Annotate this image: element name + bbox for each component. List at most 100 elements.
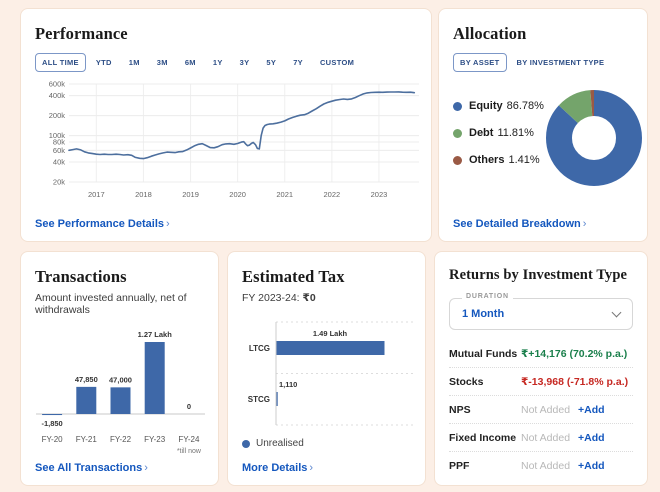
- tax-amount: ₹0: [302, 292, 316, 304]
- more-details-link[interactable]: More Details ›: [242, 462, 314, 474]
- tax-legend-label: Unrealised: [256, 438, 304, 449]
- allocation-title: Allocation: [453, 24, 527, 43]
- returns-row-label: PPF: [449, 459, 470, 472]
- svg-text:1,110: 1,110: [279, 380, 297, 389]
- tab-by-investment-type[interactable]: BY INVESTMENT TYPE: [510, 53, 612, 72]
- svg-text:*till now: *till now: [177, 448, 202, 455]
- transactions-bar-chart: -1,850 FY-20 47,850 FY-21 47,000 FY-22 1.27 La…: [36, 330, 205, 455]
- chevron-right-icon: ›: [309, 462, 314, 474]
- svg-text:20k: 20k: [53, 178, 65, 187]
- performance-title: Performance: [35, 24, 128, 43]
- transactions-subtitle: Amount invested annually, net of withdra…: [35, 292, 187, 316]
- legend-dot-icon: [453, 128, 462, 138]
- svg-text:2019: 2019: [182, 190, 199, 199]
- filter-3m[interactable]: 3M: [150, 53, 175, 72]
- svg-text:2017: 2017: [88, 190, 105, 199]
- svg-text:STCG: STCG: [248, 395, 270, 404]
- performance-line-chart: 2017 2018 2019 2020 2021 2022 2023 600k 400k 200k…: [49, 80, 419, 199]
- returns-row-stocks: Stocks ₹-13,968 (-71.8% p.a.): [449, 368, 633, 396]
- svg-text:47,850: 47,850: [75, 375, 98, 384]
- svg-text:FY-23: FY-23: [144, 435, 166, 444]
- allocation-legend-item-debt: Debt 11.81%: [453, 127, 544, 139]
- duration-dropdown-label: DURATION: [462, 293, 513, 300]
- tab-by-asset[interactable]: BY ASSET: [453, 53, 507, 72]
- svg-text:1.49 Lakh: 1.49 Lakh: [313, 329, 348, 338]
- performance-card: Performance ALL TIME YTD 1M 3M 6M 1Y 3Y 5Y 7Y CUS…: [20, 8, 432, 242]
- filter-all-time[interactable]: ALL TIME: [35, 53, 86, 72]
- legend-value: 1.41%: [508, 154, 540, 166]
- returns-row-fixed-income: Fixed Income Not Added +Add: [449, 424, 633, 452]
- chevron-right-icon: ›: [582, 218, 587, 230]
- transactions-title: Transactions: [35, 267, 127, 286]
- add-fixed-income-button[interactable]: +Add: [578, 431, 605, 444]
- returns-row-value: Not Added: [521, 431, 571, 444]
- svg-text:100k: 100k: [49, 131, 66, 140]
- filter-1m[interactable]: 1M: [122, 53, 147, 72]
- returns-row-label: Stocks: [449, 375, 484, 388]
- legend-dot-icon: [453, 155, 462, 165]
- returns-title: Returns by Investment Type: [449, 267, 628, 283]
- svg-text:LTCG: LTCG: [249, 344, 270, 353]
- returns-row-ppf: PPF Not Added +Add: [449, 452, 633, 479]
- returns-row-nps: NPS Not Added +Add: [449, 396, 633, 424]
- svg-text:FY-22: FY-22: [110, 435, 132, 444]
- chevron-right-icon: ›: [166, 218, 170, 230]
- returns-card: Returns by Investment Type DURATION 1 Mo…: [434, 251, 648, 486]
- estimated-tax-card: Estimated Tax FY 2023-24: ₹0 1.49 Lakh LT…: [227, 251, 426, 486]
- svg-text:0: 0: [187, 402, 191, 411]
- filter-5y[interactable]: 5Y: [259, 53, 283, 72]
- see-detailed-breakdown-link[interactable]: See Detailed Breakdown ›: [453, 218, 587, 230]
- chevron-right-icon: ›: [144, 462, 148, 474]
- performance-time-filters: ALL TIME YTD 1M 3M 6M 1Y 3Y 5Y 7Y CUSTOM: [35, 53, 417, 72]
- svg-text:40k: 40k: [53, 158, 65, 167]
- filter-1y[interactable]: 1Y: [206, 53, 230, 72]
- see-all-transactions-link[interactable]: See All Transactions ›: [35, 462, 148, 474]
- filter-6m[interactable]: 6M: [178, 53, 203, 72]
- legend-label: Debt: [469, 127, 494, 139]
- see-performance-details-link[interactable]: See Performance Details ›: [35, 218, 170, 230]
- legend-value: 11.81%: [497, 127, 534, 139]
- estimated-tax-subtitle: FY 2023-24: ₹0: [242, 292, 316, 304]
- allocation-body: Equity 86.78% Debt 11.81% Others 1.41%: [453, 88, 642, 188]
- returns-row-label: Mutual Funds: [449, 347, 518, 360]
- filter-7y[interactable]: 7Y: [286, 53, 310, 72]
- legend-label: Equity: [469, 100, 503, 112]
- add-nps-button[interactable]: +Add: [578, 403, 605, 416]
- legend-dot-icon: [453, 101, 462, 111]
- allocation-legend-item-others: Others 1.41%: [453, 154, 544, 166]
- returns-row-value: ₹-13,968 (-71.8% p.a.): [521, 375, 629, 388]
- allocation-card: Allocation BY ASSET BY INVESTMENT TYPE Eq…: [438, 8, 648, 242]
- svg-text:60k: 60k: [53, 146, 65, 155]
- svg-text:2021: 2021: [276, 190, 293, 199]
- legend-dot-icon: [242, 439, 250, 448]
- legend-value: 86.78%: [506, 100, 544, 112]
- add-ppf-button[interactable]: +Add: [578, 459, 605, 472]
- svg-text:47,000: 47,000: [109, 375, 132, 384]
- allocation-donut-chart: [545, 90, 642, 186]
- svg-text:600k: 600k: [49, 80, 66, 89]
- tax-bar-chart: 1.49 Lakh LTCG 1,110 STCG: [248, 321, 413, 426]
- svg-text:200k: 200k: [49, 111, 66, 120]
- filter-ytd[interactable]: YTD: [89, 53, 119, 72]
- returns-row-value: Not Added: [521, 403, 571, 416]
- svg-text:FY-24: FY-24: [178, 435, 200, 444]
- svg-text:FY-21: FY-21: [76, 435, 98, 444]
- allocation-tabs: BY ASSET BY INVESTMENT TYPE: [453, 53, 633, 72]
- estimated-tax-title: Estimated Tax: [242, 267, 345, 286]
- svg-text:2018: 2018: [135, 190, 152, 199]
- svg-text:400k: 400k: [49, 91, 66, 100]
- returns-row-value: Not Added: [521, 459, 571, 472]
- svg-text:-1,850: -1,850: [41, 419, 62, 428]
- filter-custom[interactable]: CUSTOM: [313, 53, 361, 72]
- returns-row-mutual-funds: Mutual Funds ₹+14,176 (70.2% p.a.): [449, 340, 633, 368]
- svg-text:2023: 2023: [371, 190, 388, 199]
- svg-text:2022: 2022: [324, 190, 341, 199]
- returns-row-value: ₹+14,176 (70.2% p.a.): [521, 347, 628, 360]
- chevron-down-icon: [611, 307, 622, 318]
- allocation-legend-item-equity: Equity 86.78%: [453, 100, 544, 112]
- filter-3y[interactable]: 3Y: [233, 53, 257, 72]
- svg-text:80k: 80k: [53, 138, 65, 147]
- returns-rows: Mutual Funds ₹+14,176 (70.2% p.a.) Stocks ₹…: [449, 340, 633, 479]
- duration-dropdown[interactable]: DURATION 1 Month: [449, 293, 633, 330]
